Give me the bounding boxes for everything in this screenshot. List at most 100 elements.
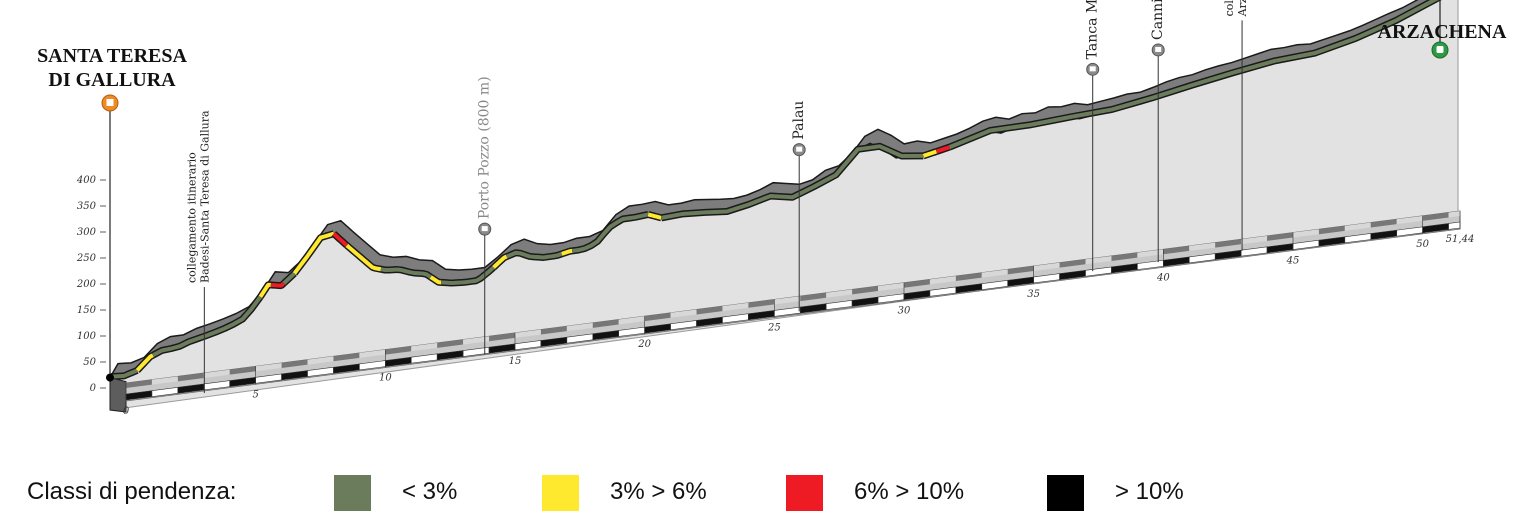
axis-band-stripe-top <box>359 349 386 358</box>
town-icon-glyph <box>1155 46 1162 52</box>
legend-swatch-6-10 <box>786 475 823 511</box>
axis-band-stripe-top <box>1189 242 1216 251</box>
grade-segment <box>948 0 1438 149</box>
axis-band-stripe-top <box>774 296 801 305</box>
axis-band-stripe-top <box>955 272 982 282</box>
distance-tick-label: 51,44 <box>1446 234 1475 245</box>
axis-band-stripe-top <box>1448 211 1460 218</box>
start-location-title: SANTA TERESA DI GALLURA <box>22 44 202 92</box>
distance-axis <box>109 210 1461 413</box>
grade-segment <box>269 281 286 288</box>
start-title-line-2: DI GALLURA <box>48 69 176 91</box>
axis-band-stripe-top <box>592 319 619 328</box>
axis-band-stripe-top <box>1033 262 1060 271</box>
axis-band-stripe-top <box>1292 229 1319 238</box>
distance-tick-label: 45 <box>1286 256 1300 267</box>
axis-band-stripe-top <box>333 352 360 362</box>
waypoint-label: Tanca Manna <box>1085 0 1101 59</box>
axis-band-stripe-top <box>1111 252 1138 261</box>
axis-band-stripe-top <box>618 316 645 325</box>
axis-band-stripe-top <box>1007 265 1034 275</box>
distance-tick-label: 40 <box>1156 272 1170 283</box>
end-location-title: ARZACHENA <box>1362 20 1522 44</box>
axis-band-stripe-top <box>981 269 1008 278</box>
elevation-tick-label: 250 <box>76 253 97 264</box>
axis-band-stripe-top <box>1059 259 1086 268</box>
elevation-tick-label: 400 <box>76 175 97 186</box>
axis-band-stripe-top <box>1137 249 1164 258</box>
axis-band-stripe-top <box>307 356 334 365</box>
distance-tick-label: 0 <box>123 406 130 417</box>
grade-segments <box>109 0 1442 381</box>
distance-tick-label: 15 <box>509 356 522 367</box>
distance-tick-label: 20 <box>637 339 651 350</box>
axis-band-stripe-top <box>255 362 282 372</box>
waypoint-tanca-manna: Tanca Manna <box>1085 0 1101 272</box>
waypoints: collegamento itinerario Badesi-Santa Tere… <box>185 0 1249 394</box>
axis-band-stripe-top <box>151 376 178 385</box>
axis-band-stripe-top <box>281 359 308 368</box>
town-icon-glyph <box>481 226 488 232</box>
elevation-tick-label: 100 <box>77 331 97 342</box>
waypoint-label: Badesi-Santa Teresa di Gallura <box>198 110 211 283</box>
axis-band-stripe-top <box>1241 235 1268 245</box>
axis-band-stripe-top <box>800 292 827 302</box>
axis-band-stripe-top <box>1344 222 1371 231</box>
legend-swatch-over-10 <box>1047 475 1084 511</box>
waypoint-label: collegamento itinerario <box>185 152 198 283</box>
axis-band-stripe-top <box>1163 245 1190 255</box>
grade-segment <box>560 248 574 256</box>
axis-band-stripe-top <box>229 366 256 375</box>
axis-band-stripe-top <box>489 332 515 342</box>
axis-band-stripe-top <box>826 289 853 298</box>
waypoint-label: Porto Pozzo (800 m) <box>477 76 493 219</box>
distance-tick-label: 50 <box>1416 239 1429 250</box>
grade-segment <box>345 243 382 272</box>
grade-segment <box>380 267 432 279</box>
waypoint-label: Cannigione <box>1150 0 1166 40</box>
town-icon-glyph <box>1089 66 1096 72</box>
waypoint-cannigione: Cannigione <box>1150 0 1166 263</box>
waypoint-label: Arzachena-Olbia <box>1236 0 1249 17</box>
axis-band-stripe-top <box>670 309 697 318</box>
waypoint-porto-pozzo: Porto Pozzo (800 m) <box>477 76 493 355</box>
axis-band-stripe-top <box>1267 232 1293 241</box>
waypoint-collegamento-badesi: collegamento itinerario Badesi-Santa Tere… <box>185 110 211 394</box>
axis-band-stripe-top <box>644 312 671 322</box>
grade-segment <box>110 368 138 379</box>
town-icon-glyph <box>796 146 803 152</box>
distance-tick-label: 10 <box>379 373 392 384</box>
axis-band-stripe-bottom <box>1448 221 1461 230</box>
axis-band-stripe-top <box>177 372 204 382</box>
axis-band-stripe-top <box>540 326 567 335</box>
legend-swatch-3-6 <box>542 475 579 511</box>
axis-band-stripe-top <box>696 306 723 315</box>
elevation-tick-label: 50 <box>83 357 96 368</box>
elevation-tick-label: 300 <box>77 227 97 238</box>
elevation-profile: 0 50 100 150 200 250 300 350 400 0 5 10 15 20 25 30 35 4… <box>76 0 1475 417</box>
axis-band-stripe-top <box>748 299 775 308</box>
axis-band-stripe-top <box>514 329 541 338</box>
waypoint-label: Palau <box>791 101 807 140</box>
start-point <box>106 373 114 382</box>
axis-band-stripe-top <box>852 286 879 295</box>
legend-label-over-10: > 10% <box>1115 478 1184 505</box>
grade-segment <box>571 212 649 253</box>
grade-segment <box>282 271 296 285</box>
axis-band-stripe-top <box>1370 219 1397 228</box>
endpoints <box>101 0 1449 382</box>
axis-band-stripe-top <box>566 322 593 332</box>
legend-title: Classi di pendenza: <box>27 478 237 505</box>
axis-band-stripe-top <box>463 336 490 345</box>
grade-segment <box>332 232 349 247</box>
axis-band-stripe-top <box>1085 255 1112 265</box>
distance-ticks: 0 5 10 15 20 25 30 35 40 45 50 51,44 <box>123 211 1475 417</box>
legend-label-3-6: 3% > 6% <box>610 478 707 505</box>
grade-legend: Classi di pendenza: < 3% 3% > 6% 6% > 10… <box>0 470 1532 520</box>
grade-segment <box>135 353 154 372</box>
axis-band-stripe-top <box>411 342 438 352</box>
axis-band-stripe-top <box>1318 225 1345 235</box>
axis-band-stripe-top <box>929 276 956 285</box>
distance-tick-label: 30 <box>898 306 911 317</box>
waypoint-label: collegamento itinerario <box>1223 0 1236 16</box>
